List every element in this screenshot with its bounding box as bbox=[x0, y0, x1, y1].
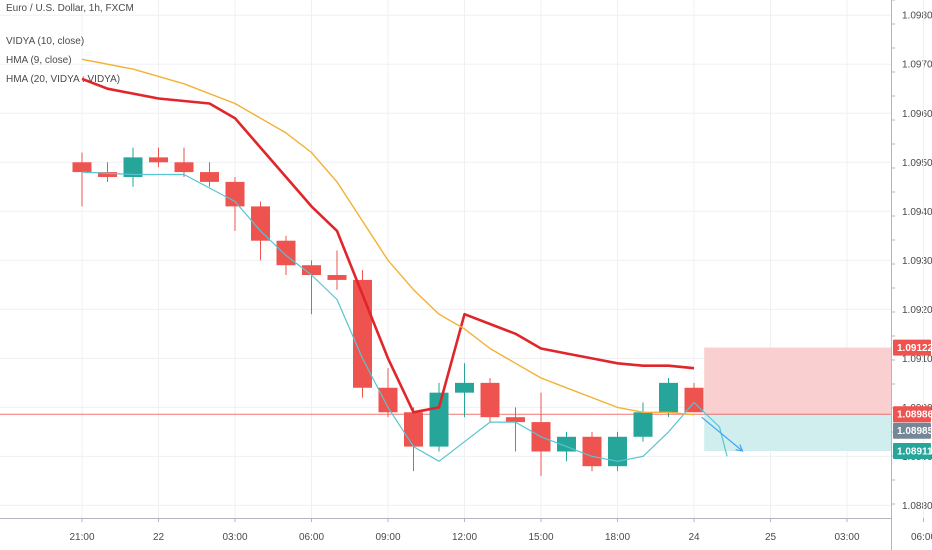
candle-down bbox=[506, 417, 525, 423]
candle-down bbox=[582, 436, 602, 467]
x-tick-label: 06:00 bbox=[299, 532, 324, 543]
candle-down bbox=[378, 387, 398, 413]
x-tick-label: 03:00 bbox=[222, 532, 247, 543]
projection-arrow-line bbox=[701, 416, 743, 452]
vidya-line bbox=[81, 58, 695, 416]
candle-up bbox=[429, 392, 449, 447]
y-tick-label: 1.09300 bbox=[902, 256, 932, 267]
candle-down bbox=[480, 382, 500, 418]
x-tick-label: 22 bbox=[153, 532, 165, 543]
price-tag-label: 1.08985 bbox=[897, 426, 932, 437]
legend-symbol: Euro / U.S. Dollar, 1h, FXCM bbox=[6, 3, 134, 14]
x-tick-label: 18:00 bbox=[605, 532, 630, 543]
price-tag-current bbox=[893, 422, 931, 439]
candle-down bbox=[251, 206, 270, 241]
candle-down bbox=[72, 162, 92, 173]
y-tick-label: 1.09800 bbox=[902, 11, 932, 22]
legend-hma-20: HMA (20, VIDYA : VIDYA) bbox=[6, 74, 121, 85]
candle-down bbox=[302, 265, 321, 276]
price-tag-label: 1.09122 bbox=[897, 343, 932, 354]
price-tag-stop bbox=[893, 339, 931, 356]
hma-9-line bbox=[81, 171, 728, 462]
candle-up bbox=[455, 382, 474, 393]
y-tick-label: 1.09700 bbox=[902, 60, 932, 71]
candle-up bbox=[633, 412, 653, 437]
candle-down bbox=[225, 181, 245, 207]
candle-down bbox=[149, 157, 168, 163]
x-tick-label: 21:00 bbox=[69, 532, 94, 543]
price-tag-target bbox=[893, 443, 931, 459]
x-tick-label: 09:00 bbox=[375, 532, 400, 543]
price-tag-label: 1.08911 bbox=[897, 447, 932, 458]
projection-arrow-head bbox=[735, 444, 744, 452]
legend-hma-9: HMA (9, close) bbox=[6, 55, 72, 66]
candle-down bbox=[404, 412, 423, 447]
price-tag-label: 1.08986 bbox=[897, 410, 932, 421]
candle-up bbox=[608, 436, 627, 467]
y-tick-label: 1.09600 bbox=[902, 109, 932, 120]
plot-area bbox=[0, 58, 891, 476]
candle-up bbox=[659, 382, 678, 413]
candle-down bbox=[327, 275, 347, 280]
x-tick-label: 15:00 bbox=[528, 532, 553, 543]
candle-down bbox=[276, 240, 296, 266]
legend-vidya: VIDYA (10, close) bbox=[6, 36, 85, 47]
candle-down bbox=[684, 387, 704, 413]
chart-legend: Euro / U.S. Dollar, 1h, FXCM VIDYA (10, … bbox=[6, 0, 134, 87]
hma-20-line bbox=[81, 77, 695, 414]
y-tick-label: 1.09400 bbox=[902, 207, 932, 218]
stop-loss-zone bbox=[704, 347, 891, 415]
x-tick-label: 24 bbox=[688, 532, 700, 543]
candle-down bbox=[98, 172, 117, 177]
candle-up bbox=[123, 157, 143, 177]
candle-down bbox=[200, 172, 219, 182]
price-tag-entry bbox=[893, 406, 931, 423]
y-tick-label: 1.08800 bbox=[902, 501, 932, 512]
y-tick-label: 1.09200 bbox=[902, 305, 932, 316]
x-tick-label: 12:00 bbox=[452, 532, 477, 543]
x-tick-label: 06:00 bbox=[911, 532, 932, 543]
x-tick-label: 25 bbox=[765, 532, 777, 543]
y-tick-label: 1.09500 bbox=[902, 158, 932, 169]
x-tick-label: 03:00 bbox=[834, 532, 859, 543]
candle-down bbox=[174, 162, 194, 173]
y-tick-label: 1.09100 bbox=[902, 354, 932, 365]
